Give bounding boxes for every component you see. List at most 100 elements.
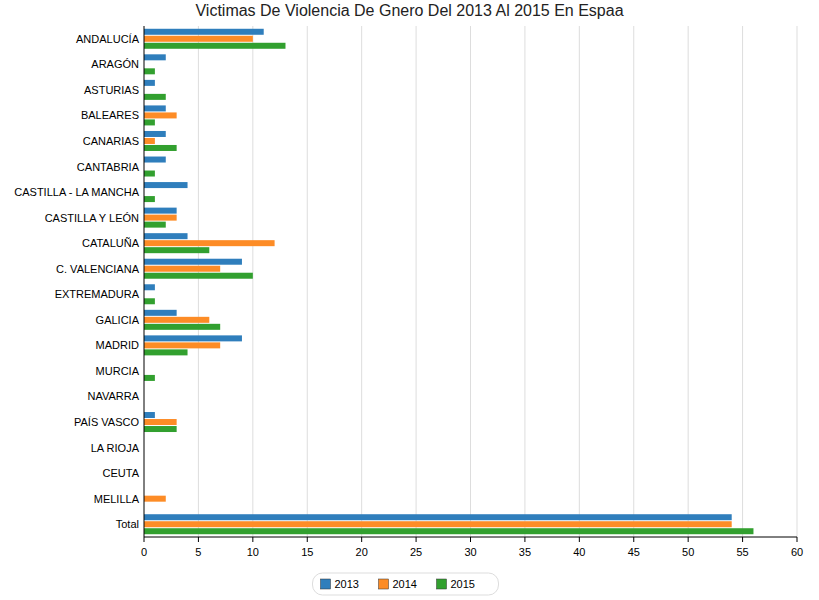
bar	[144, 112, 177, 118]
tick-label: 10	[247, 546, 259, 558]
tick-label: 55	[736, 546, 748, 558]
tick	[361, 537, 362, 542]
legend-label: 2014	[393, 578, 417, 590]
grid-line	[524, 26, 525, 537]
tick-label: 25	[410, 546, 422, 558]
category-label: MURCIA	[96, 365, 140, 377]
tick	[198, 537, 199, 542]
bar	[144, 119, 155, 125]
tick	[797, 537, 798, 542]
grid-line	[579, 26, 580, 537]
grid-line	[797, 26, 798, 537]
tick	[688, 537, 689, 542]
tick-label: 5	[195, 546, 201, 558]
bar	[144, 80, 155, 86]
bar	[144, 29, 264, 35]
legend-box	[313, 573, 499, 595]
bar	[144, 266, 220, 272]
bar	[144, 514, 732, 520]
bar	[144, 426, 177, 432]
category-label: BALEARES	[81, 109, 139, 121]
tick	[579, 537, 580, 542]
bar	[144, 284, 155, 290]
bar	[144, 208, 177, 214]
grid-line	[252, 26, 253, 537]
tick	[470, 537, 471, 542]
tick	[742, 537, 743, 542]
legend: 2013 2014 2015	[313, 573, 499, 595]
category-label: CASTILLA Y LEÓN	[45, 212, 139, 224]
bar	[144, 171, 155, 177]
bar	[144, 105, 166, 111]
legend-swatch	[379, 579, 389, 589]
category-label: MELILLA	[94, 493, 140, 505]
bar	[144, 196, 155, 202]
bar	[144, 145, 177, 151]
bar	[144, 43, 285, 49]
category-label: EXTREMADURA	[55, 288, 140, 300]
bar	[144, 215, 177, 221]
category-label: Total	[116, 518, 139, 530]
tick	[307, 537, 308, 542]
bar	[144, 496, 166, 502]
y-axis	[144, 26, 145, 537]
bar	[144, 298, 155, 304]
bar	[144, 528, 753, 534]
category-label: CANTABRIA	[77, 161, 140, 173]
x-axis	[144, 537, 797, 538]
category-label: LA RIOJA	[91, 442, 140, 454]
grid-line	[416, 26, 417, 537]
legend-label: 2015	[451, 578, 475, 590]
tick	[524, 537, 525, 542]
bar	[144, 521, 732, 527]
bar	[144, 419, 177, 425]
tick	[252, 537, 253, 542]
bar	[144, 94, 166, 100]
grid-line	[470, 26, 471, 537]
tick-label: 60	[791, 546, 803, 558]
category-label: CATALUÑA	[82, 237, 140, 249]
category-label: PAÍS VASCO	[74, 416, 139, 428]
bar	[144, 259, 242, 265]
category-label: CASTILLA - LA MANCHA	[14, 186, 139, 198]
grid-line	[361, 26, 362, 537]
tick-label: 35	[519, 546, 531, 558]
grid-line	[742, 26, 743, 537]
category-label: ASTURIAS	[84, 84, 139, 96]
bar	[144, 342, 220, 348]
bar	[144, 375, 155, 381]
bar	[144, 240, 275, 246]
bar	[144, 222, 166, 228]
bar	[144, 412, 155, 418]
bar	[144, 54, 166, 60]
tick-label: 0	[141, 546, 147, 558]
bar	[144, 157, 166, 163]
tick	[416, 537, 417, 542]
category-label: ARAGÓN	[91, 58, 139, 70]
tick	[633, 537, 634, 542]
tick-label: 30	[464, 546, 476, 558]
legend-swatch	[321, 579, 331, 589]
bar	[144, 335, 242, 341]
bar	[144, 324, 220, 330]
bars	[144, 29, 753, 534]
bar	[144, 349, 188, 355]
bar	[144, 131, 166, 137]
category-label: GALICIA	[96, 314, 140, 326]
bar	[144, 36, 253, 42]
title: Victimas De Violencia De Gnero Del 2013 …	[195, 2, 623, 19]
grid-line	[688, 26, 689, 537]
grid-line	[198, 26, 199, 537]
legend-label: 2013	[335, 578, 359, 590]
bar	[144, 182, 188, 188]
category-label: CANARIAS	[83, 135, 139, 147]
tick-label: 15	[301, 546, 313, 558]
grid-line	[307, 26, 308, 537]
bar	[144, 233, 188, 239]
legend-swatch	[437, 579, 447, 589]
tick-label: 50	[682, 546, 694, 558]
category-label: ANDALUCÍA	[76, 33, 140, 45]
bar	[144, 273, 253, 279]
tick	[144, 537, 145, 542]
category-label: MADRID	[96, 339, 139, 351]
